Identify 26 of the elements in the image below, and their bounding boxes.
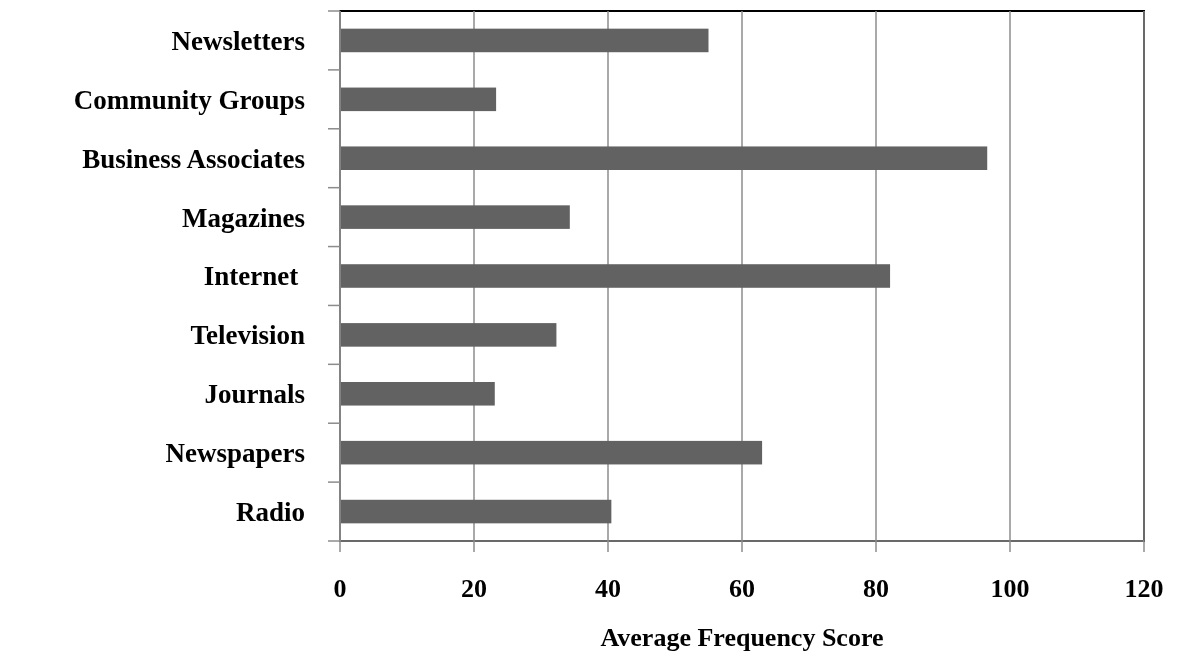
y-tick-label: Radio [235,497,305,528]
y-tick-label: Internet [203,261,305,292]
bar [340,323,557,347]
x-tick-label: 0 [333,574,347,604]
x-tick-label: 40 [595,574,621,604]
y-tick-label: Newspapers [165,438,305,469]
bar [340,382,495,406]
bar [340,87,497,112]
bar [340,440,763,465]
bar [340,28,709,53]
x-axis-title: Average Frequency Score [600,623,884,653]
bar [340,146,988,170]
y-tick-label: Magazines [182,202,305,233]
bar [340,205,570,229]
bar [340,499,612,524]
y-tick-label: Television [190,320,305,351]
x-tick-label: 80 [863,574,889,604]
bar [340,264,891,288]
y-tick-label: Business Associates [82,143,305,174]
y-tick-label: Newsletters [171,25,305,56]
x-tick-label: 60 [729,574,755,604]
x-tick-label: 20 [461,574,487,604]
x-tick-label: 100 [990,574,1030,604]
y-tick-label: Journals [204,379,305,410]
x-tick-label: 120 [1124,574,1164,604]
y-tick-label: Community Groups [73,84,305,115]
